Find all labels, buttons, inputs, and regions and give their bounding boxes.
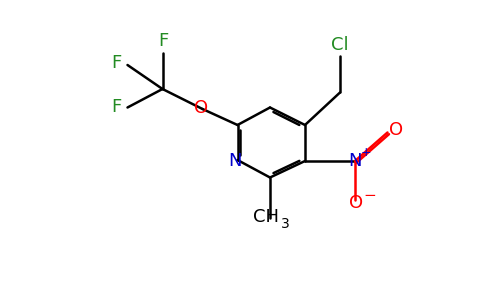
Text: Cl: Cl xyxy=(331,36,349,54)
Text: −: − xyxy=(363,188,377,202)
Text: O: O xyxy=(390,121,404,139)
Text: F: F xyxy=(111,53,121,71)
Text: +: + xyxy=(361,146,371,158)
Text: O: O xyxy=(195,98,209,116)
Text: N: N xyxy=(228,152,242,170)
Text: F: F xyxy=(158,32,168,50)
Text: F: F xyxy=(111,98,121,116)
Text: CH: CH xyxy=(253,208,279,226)
Text: 3: 3 xyxy=(281,217,289,230)
Text: O: O xyxy=(349,194,363,211)
Text: N: N xyxy=(348,152,362,170)
